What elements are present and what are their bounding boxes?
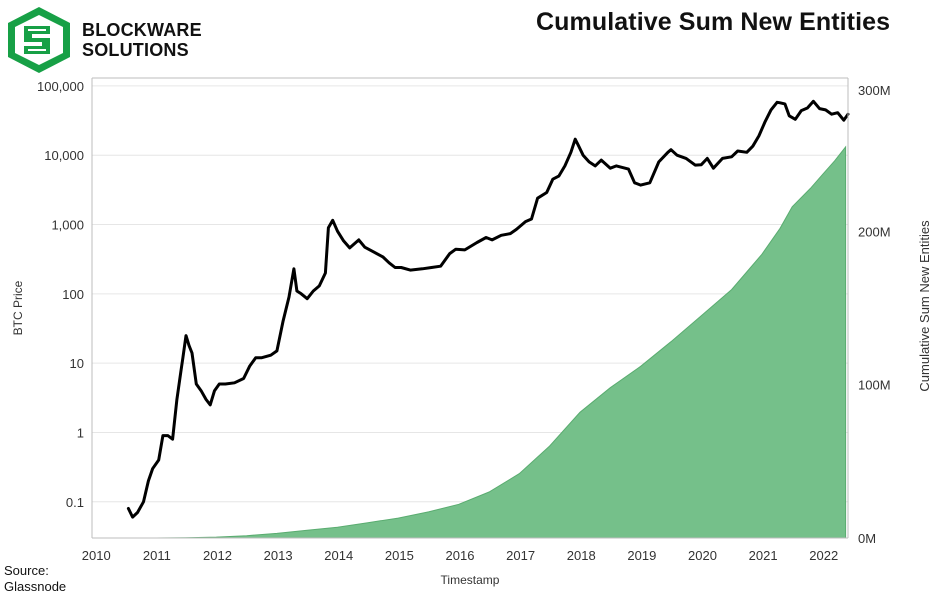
x-tick-label: 2020 [688,548,717,563]
x-tick-label: 2021 [749,548,778,563]
y-left-tick-label: 10 [70,356,84,371]
entities-area-series [125,145,847,539]
x-tick-label: 2013 [264,548,293,563]
x-axis-label: Timestamp [441,573,500,587]
source-note: Source: Glassnode [4,563,66,595]
y-left-tick-label: 1,000 [51,218,84,233]
x-tick-label: 2015 [385,548,414,563]
y-left-tick-label: 100 [62,287,84,302]
x-tick-label: 2010 [82,548,111,563]
y-right-tick-label: 300M [858,83,891,98]
blockware-logo-mark-icon [8,7,70,73]
left-axis-ticks: 0.1 1 10 100 1,000 10,000 100,000 [37,79,84,510]
logo-line2: SOLUTIONS [82,40,189,60]
gridlines [92,85,848,503]
x-tick-label: 2017 [506,548,535,563]
logo-line1: BLOCKWARE [82,20,202,40]
y-left-tick-label: 100,000 [37,79,84,94]
x-tick-label: 2018 [567,548,596,563]
source-label: Source: [4,563,49,578]
x-tick-label: 2014 [324,548,353,563]
btc-price-series [126,99,850,519]
y-left-tick-label: 0.1 [66,495,84,510]
x-tick-label: 2022 [809,548,838,563]
right-axis-ticks: 0M 100M 200M 300M [858,83,891,546]
x-tick-label: 2011 [143,548,171,563]
y-left-tick-label: 10,000 [44,148,84,163]
y-left-axis-label: BTC Price [11,280,25,335]
x-tick-label: 2016 [446,548,475,563]
source-name: Glassnode [4,579,67,594]
y-right-tick-label: 200M [858,224,891,239]
chart-title: Cumulative Sum New Entities [536,8,891,36]
y-right-tick-label: 100M [858,378,891,393]
entities-area [125,145,847,539]
x-axis-ticks: 2010 2011 2012 2013 2014 2015 2016 2017 2018 2019… [82,548,838,563]
y-right-axis-label: Cumulative Sum New Entities [917,220,932,392]
blockware-logo: BLOCKWARE SOLUTIONS [6,6,202,76]
y-left-tick-label: 1 [77,425,84,440]
btc-price-line [126,99,850,519]
x-tick-label: 2012 [203,548,232,563]
y-right-tick-label: 0M [858,531,876,546]
x-tick-label: 2019 [627,548,656,563]
